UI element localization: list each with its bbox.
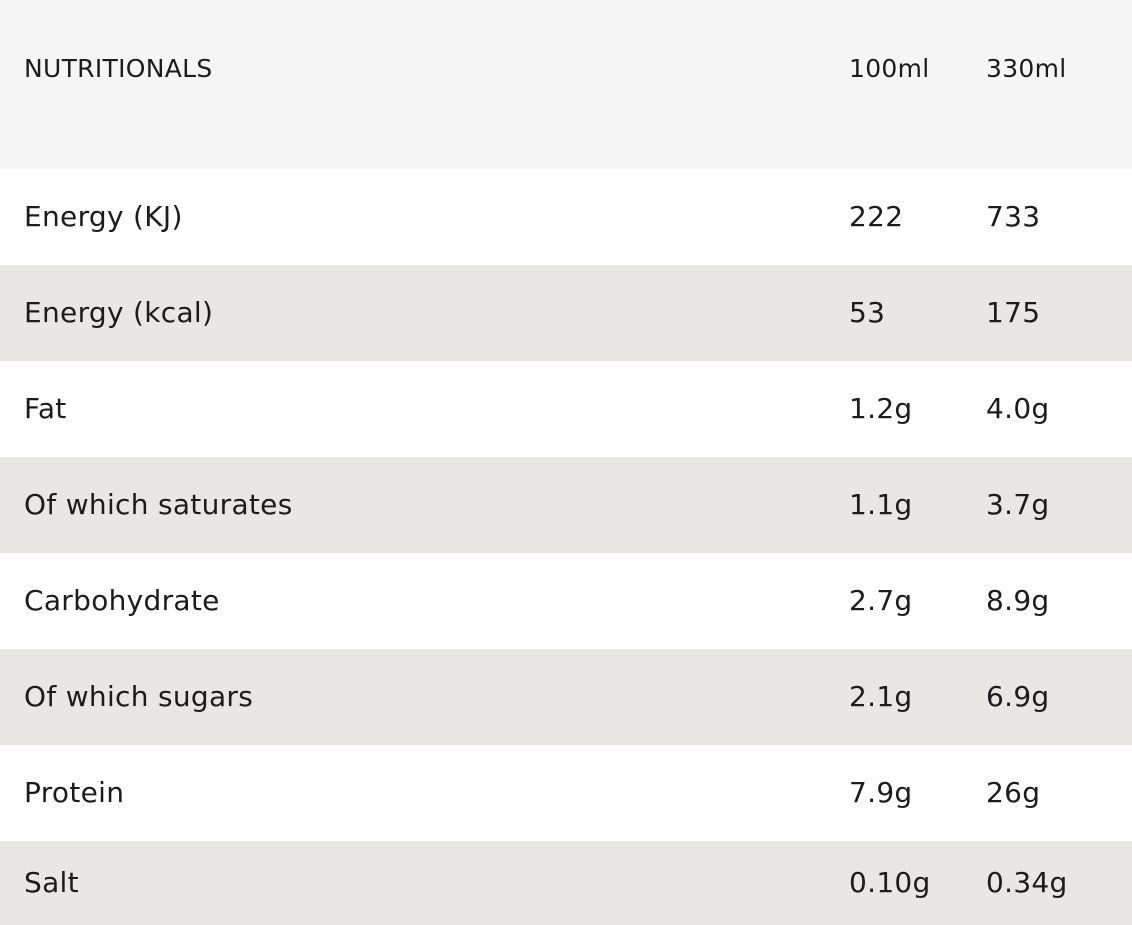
- nutrient-name: Protein: [24, 776, 125, 809]
- value-100ml: 2.1g: [849, 680, 913, 713]
- nutrient-name: Fat: [24, 392, 67, 425]
- nutrient-name: Of which sugars: [24, 680, 254, 713]
- value-330ml: 0.34g: [986, 866, 1068, 899]
- value-100ml: 1.1g: [849, 488, 913, 521]
- nutrient-name: Salt: [24, 866, 79, 899]
- value-330ml: 8.9g: [986, 584, 1050, 617]
- table-row: Of which saturates 1.1g 3.7g: [0, 457, 1132, 553]
- value-100ml: 0.10g: [849, 866, 931, 899]
- nutrient-name: Of which saturates: [24, 488, 293, 521]
- value-100ml: 222: [849, 200, 904, 233]
- table-row: Salt 0.10g 0.34g: [0, 841, 1132, 925]
- table-row: Protein 7.9g 26g: [0, 745, 1132, 841]
- table-row: Of which sugars 2.1g 6.9g: [0, 649, 1132, 745]
- header-label: NUTRITIONALS: [24, 54, 213, 83]
- value-100ml: 53: [849, 296, 886, 329]
- nutrient-name: Carbohydrate: [24, 584, 220, 617]
- header-col-100ml: 100ml: [849, 54, 930, 83]
- value-100ml: 1.2g: [849, 392, 913, 425]
- value-100ml: 7.9g: [849, 776, 913, 809]
- table-row: Energy (KJ) 222 733: [0, 169, 1132, 265]
- table-row: Energy (kcal) 53 175: [0, 265, 1132, 361]
- value-330ml: 3.7g: [986, 488, 1050, 521]
- value-330ml: 4.0g: [986, 392, 1050, 425]
- table-row: Carbohydrate 2.7g 8.9g: [0, 553, 1132, 649]
- value-330ml: 6.9g: [986, 680, 1050, 713]
- value-330ml: 26g: [986, 776, 1041, 809]
- value-330ml: 175: [986, 296, 1041, 329]
- value-330ml: 733: [986, 200, 1041, 233]
- table-header: NUTRITIONALS 100ml 330ml: [0, 0, 1132, 169]
- nutrient-name: Energy (kcal): [24, 296, 214, 329]
- table-row: Fat 1.2g 4.0g: [0, 361, 1132, 457]
- nutrient-name: Energy (KJ): [24, 200, 183, 233]
- header-col-330ml: 330ml: [986, 54, 1067, 83]
- value-100ml: 2.7g: [849, 584, 913, 617]
